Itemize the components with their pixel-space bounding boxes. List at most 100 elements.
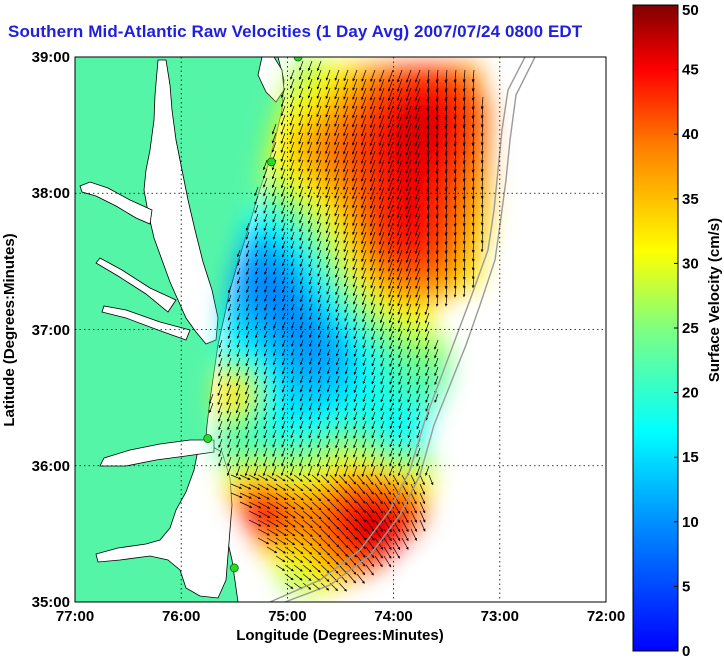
velocity-cell — [280, 249, 289, 258]
velocity-arrow — [471, 150, 475, 164]
velocity-cell — [288, 289, 297, 298]
velocity-cell — [384, 545, 393, 554]
velocity-cell — [448, 65, 457, 74]
velocity-cell — [416, 441, 425, 450]
velocity-arrow — [426, 231, 430, 246]
velocity-cell — [280, 289, 289, 298]
velocity-cell — [256, 337, 265, 346]
velocity-cell — [312, 361, 321, 370]
velocity-cell — [456, 145, 465, 154]
velocity-cell — [392, 81, 401, 90]
velocity-cell — [328, 113, 337, 122]
velocity-cell — [456, 97, 465, 106]
velocity-cell — [272, 441, 281, 450]
velocity-cell — [288, 89, 297, 98]
velocity-cell — [432, 73, 441, 82]
velocity-cell — [360, 233, 369, 242]
velocity-cell — [320, 545, 329, 554]
velocity-cell — [272, 345, 281, 354]
velocity-cell — [312, 345, 321, 354]
velocity-arrow — [271, 123, 277, 135]
velocity-cell — [344, 97, 353, 106]
velocity-arrow — [462, 96, 466, 111]
velocity-cell — [360, 425, 369, 434]
velocity-cell — [264, 449, 273, 458]
velocity-cell — [440, 73, 449, 82]
velocity-cell — [344, 345, 353, 354]
velocity-cell — [408, 377, 417, 386]
velocity-arrow — [414, 132, 421, 147]
velocity-cell — [248, 345, 257, 354]
velocity-cell — [288, 113, 297, 122]
velocity-arrow — [352, 114, 358, 128]
velocity-cell — [312, 377, 321, 386]
velocity-cell — [288, 497, 297, 506]
velocity-cell — [440, 153, 449, 162]
velocity-cell — [336, 497, 345, 506]
velocity-arrow — [397, 285, 403, 298]
velocity-cell — [384, 209, 393, 218]
velocity-arrow — [435, 69, 439, 84]
velocity-cell — [400, 217, 409, 226]
velocity-cell — [296, 289, 305, 298]
velocity-cell — [280, 241, 289, 250]
velocity-cell — [472, 161, 481, 170]
velocity-cell — [440, 97, 449, 106]
velocity-arrow — [325, 96, 331, 109]
velocity-arrow — [453, 249, 457, 263]
velocity-cell — [280, 233, 289, 242]
velocity-cell — [352, 185, 361, 194]
velocity-cell — [288, 273, 297, 282]
velocity-arrow — [317, 249, 322, 260]
velocity-arrow — [379, 249, 385, 263]
velocity-arrow — [387, 132, 394, 147]
velocity-cell — [296, 321, 305, 330]
colorbar-tick-label: 45 — [682, 62, 699, 79]
velocity-cell — [376, 385, 385, 394]
velocity-cell — [240, 393, 249, 402]
velocity-cell — [296, 273, 305, 282]
velocity-arrow — [435, 258, 439, 272]
velocity-cell — [472, 97, 481, 106]
velocity-arrow — [316, 114, 322, 127]
velocity-arrow — [246, 294, 250, 303]
velocity-cell — [336, 417, 345, 426]
velocity-cell — [384, 465, 393, 474]
velocity-cell — [328, 65, 337, 74]
velocity-cell — [392, 505, 401, 514]
velocity-cell — [432, 129, 441, 138]
velocity-cell — [408, 305, 417, 314]
velocity-cell — [456, 137, 465, 146]
velocity-cell — [336, 473, 345, 482]
velocity-arrow — [406, 267, 412, 281]
velocity-cell — [424, 129, 433, 138]
velocity-arrow — [462, 285, 466, 298]
velocity-cell — [440, 209, 449, 218]
velocity-arrow — [298, 177, 304, 189]
velocity-cell — [344, 553, 353, 562]
velocity-cell — [256, 193, 265, 202]
velocity-cell — [320, 585, 329, 594]
velocity-cell — [272, 177, 281, 186]
velocity-cell — [264, 185, 273, 194]
velocity-arrow — [426, 132, 430, 148]
velocity-arrow — [480, 159, 484, 173]
velocity-cell — [336, 537, 345, 546]
velocity-cell — [280, 89, 289, 98]
velocity-arrow — [307, 87, 313, 99]
velocity-cell — [280, 177, 289, 186]
velocity-cell — [376, 481, 385, 490]
velocity-cell — [440, 193, 449, 202]
velocity-cell — [400, 201, 409, 210]
velocity-cell — [408, 209, 417, 218]
velocity-cell — [232, 337, 241, 346]
velocity-cell — [256, 185, 265, 194]
velocity-cell — [400, 289, 409, 298]
velocity-cell — [344, 225, 353, 234]
velocity-cell — [304, 473, 313, 482]
velocity-cell — [272, 393, 281, 402]
velocity-cell — [280, 353, 289, 362]
velocity-cell — [448, 89, 457, 98]
velocity-cell — [328, 225, 337, 234]
velocity-cell — [288, 137, 297, 146]
